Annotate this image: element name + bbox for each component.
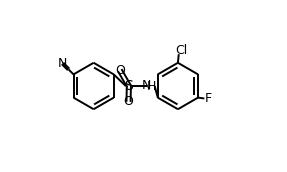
Text: O: O (124, 95, 133, 108)
Text: Cl: Cl (176, 44, 188, 57)
Text: F: F (205, 92, 212, 105)
Text: N: N (58, 57, 67, 70)
Text: H: H (147, 79, 156, 93)
Text: O: O (115, 64, 125, 77)
Text: S: S (125, 79, 133, 93)
Text: N: N (142, 79, 151, 92)
